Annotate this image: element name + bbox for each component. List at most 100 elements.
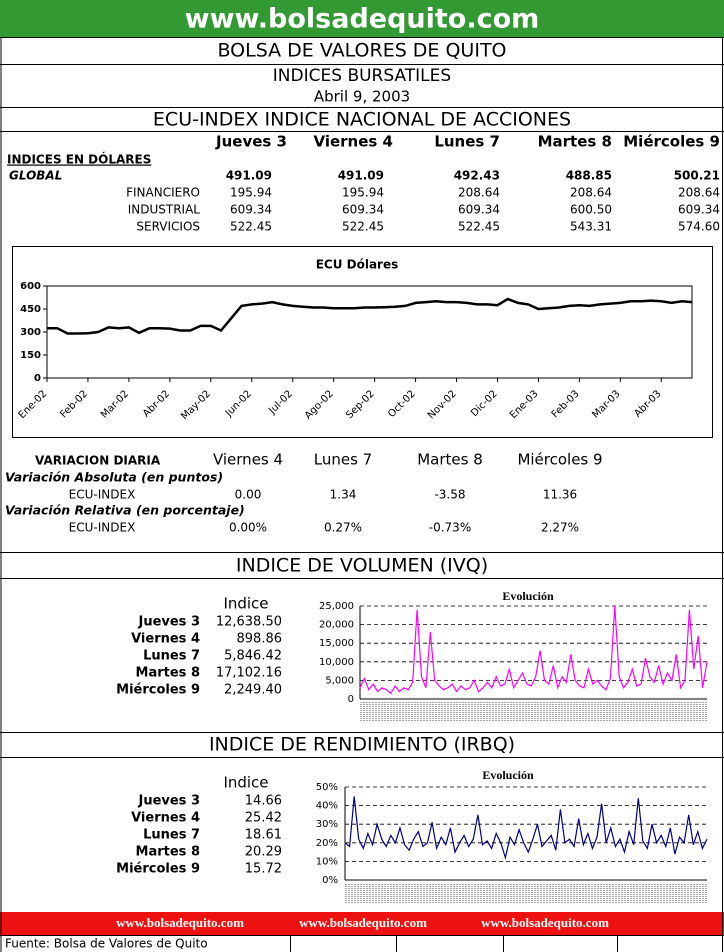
header-band	[0, 0, 724, 37]
plot-frame	[46, 285, 693, 379]
y-tick-label: 300	[20, 327, 41, 338]
variation-label: Variación Relativa (en porcentaje)	[5, 503, 245, 518]
cell-value: 898.86	[237, 632, 283, 647]
chart-frame	[12, 246, 713, 438]
cell-value: 11.36	[543, 488, 577, 502]
cell-value: 17,102.16	[216, 666, 282, 681]
y-tick-label: 25,000	[319, 601, 354, 612]
y-tick-label: 10%	[316, 856, 338, 867]
y-tick-label: 15,000	[319, 638, 354, 649]
cell-value: 543.31	[570, 220, 612, 234]
row-label: GLOBAL	[9, 169, 62, 183]
cell-value: 208.64	[678, 186, 720, 200]
footer-link: www.bolsadequito.com	[116, 915, 244, 930]
exchange-title: BOLSA DE VALORES DE QUITO	[217, 40, 506, 62]
cell-value: 522.45	[458, 220, 500, 234]
cell-value: 12,638.50	[216, 615, 282, 630]
group-label: INDICES EN DÓLARES	[7, 152, 151, 167]
chart-title: Evolución	[502, 589, 554, 603]
row-label: Miércoles 9	[116, 862, 200, 877]
cell-value: 208.64	[570, 186, 612, 200]
y-tick-label: 40%	[316, 801, 338, 812]
cell-value: 14.66	[245, 794, 282, 809]
source: Fuente: Bolsa de Valores de Quito	[5, 937, 208, 951]
y-tick-label: 30%	[316, 819, 338, 830]
footer-link: www.bolsadequito.com	[481, 915, 609, 930]
subtitle: INDICES BURSATILES	[273, 66, 451, 86]
section-title: INDICE DE RENDIMIENTO (IRBQ)	[209, 734, 515, 756]
data-line	[47, 297, 693, 335]
row-label: Jueves 3	[137, 794, 200, 809]
y-tick-label: 5,000	[325, 675, 354, 686]
x-label-band	[345, 883, 707, 903]
row-label: INDUSTRIAL	[128, 203, 201, 217]
day-header: Miércoles 9	[517, 451, 602, 469]
data-line	[344, 796, 708, 861]
cell-value: 491.09	[338, 169, 384, 183]
row-label: ECU-INDEX	[69, 521, 136, 535]
footer-band	[0, 912, 724, 935]
site-title: www.bolsadequito.com	[185, 4, 540, 35]
cell-value: 522.45	[342, 220, 384, 234]
row-label: SERVICIOS	[136, 220, 200, 234]
section-title: INDICE DE VOLUMEN (IVQ)	[236, 555, 488, 577]
y-tick-label: 20,000	[319, 620, 354, 631]
variation-title: VARIACION DIARIA	[35, 454, 161, 468]
variation-label: Variación Absoluta (en puntos)	[5, 470, 223, 485]
cell-value: 18.61	[245, 828, 282, 843]
y-tick-label: 450	[20, 304, 41, 315]
day-header: Martes 8	[417, 451, 483, 469]
day-header: Lunes 7	[314, 451, 372, 469]
footer-link: www.bolsadequito.com	[299, 915, 427, 930]
cell-value: 0.00	[235, 488, 262, 502]
row-label: Martes 8	[136, 845, 200, 860]
row-label: Martes 8	[136, 666, 200, 681]
column-header: Indice	[223, 774, 268, 792]
cell-value: 488.85	[566, 169, 612, 183]
cell-value: 492.43	[454, 169, 500, 183]
row-label: FINANCIERO	[126, 186, 200, 200]
y-tick-label: 20%	[316, 838, 338, 849]
cell-value: 1.34	[330, 488, 357, 502]
cell-value: 15.72	[245, 862, 282, 877]
cell-value: 500.21	[674, 169, 720, 183]
chart-title: ECU Dólares	[316, 258, 399, 272]
day-header: Viernes 4	[213, 451, 283, 469]
y-tick-label: 50%	[316, 782, 338, 793]
section-title: ECU-INDEX INDICE NACIONAL DE ACCIONES	[153, 109, 571, 131]
cell-value: 522.45	[230, 220, 272, 234]
cell-value: 491.09	[226, 169, 272, 183]
rules	[0, 37, 724, 952]
cell-value: 195.94	[230, 186, 272, 200]
cell-value: 2,249.40	[224, 683, 282, 698]
day-header: Viernes 4	[314, 133, 394, 151]
row-label: Lunes 7	[143, 828, 200, 843]
row-label: ECU-INDEX	[69, 488, 136, 502]
day-header: Jueves 3	[215, 133, 287, 151]
cell-value: -0.73%	[429, 521, 471, 535]
cell-value: 609.34	[342, 203, 384, 217]
row-label: Miércoles 9	[116, 683, 200, 698]
y-tick-label: 0	[34, 373, 41, 384]
cell-value: 20.29	[245, 845, 282, 860]
cell-value: 0.27%	[324, 521, 362, 535]
cell-value: 600.50	[570, 203, 612, 217]
y-tick-label: 0%	[322, 875, 338, 886]
row-label: Viernes 4	[131, 811, 200, 826]
y-tick-label: 150	[20, 350, 41, 361]
date: Abril 9, 2003	[314, 88, 410, 106]
cell-value: 574.60	[678, 220, 720, 234]
chart-title: Evolución	[482, 768, 534, 782]
cell-value: 609.34	[230, 203, 272, 217]
y-tick-label: 10,000	[319, 657, 354, 668]
day-header: Martes 8	[538, 133, 612, 151]
day-header: Miércoles 9	[623, 133, 720, 151]
cell-value: 208.64	[458, 186, 500, 200]
x-label-band	[360, 702, 707, 722]
cell-value: 25.42	[245, 811, 282, 826]
cell-value: 609.34	[678, 203, 720, 217]
cell-value: 195.94	[342, 186, 384, 200]
cell-value: 2.27%	[541, 521, 579, 535]
data-line	[359, 605, 708, 695]
